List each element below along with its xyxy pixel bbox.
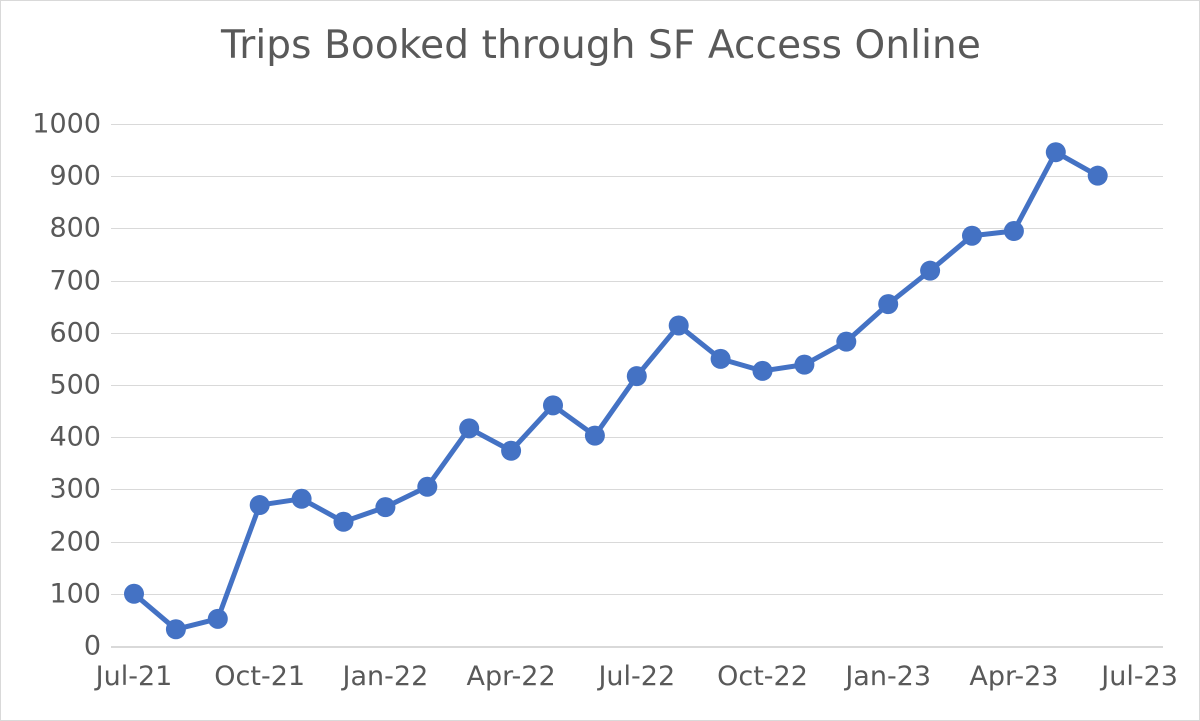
y-axis-tick-label: 200 bbox=[49, 526, 101, 558]
gridline bbox=[111, 124, 1163, 125]
y-axis-tick-label: 0 bbox=[83, 630, 101, 662]
x-axis-tick-label: Oct-21 bbox=[214, 661, 306, 692]
x-axis-line bbox=[111, 646, 1163, 648]
x-axis-tick-label: Oct-22 bbox=[717, 661, 808, 692]
y-axis-tick-label: 300 bbox=[49, 473, 101, 505]
y-axis-tick-label: 1000 bbox=[32, 108, 101, 140]
x-axis-tick-label: Apr-22 bbox=[466, 661, 556, 692]
y-axis: 0 100 200 300 400 500 600 700 800 900 1000 bbox=[1, 1, 101, 720]
x-axis-tick-label: Jul-22 bbox=[598, 661, 676, 692]
x-axis-tick-label: Jan-22 bbox=[342, 661, 429, 692]
y-axis-tick-label: 700 bbox=[49, 265, 101, 297]
y-axis-tick-label: 600 bbox=[49, 317, 101, 349]
x-axis-tick-label: Jul-21 bbox=[95, 661, 173, 692]
y-axis-tick-label: 500 bbox=[49, 369, 101, 401]
x-axis-tick-label: Jul-23 bbox=[1101, 661, 1178, 692]
chart-title: Trips Booked through SF Access Online bbox=[221, 23, 981, 68]
y-axis-tick-label: 900 bbox=[49, 160, 101, 192]
x-axis-tick-label: Apr-23 bbox=[969, 661, 1059, 692]
y-axis-tick-label: 100 bbox=[49, 578, 101, 610]
x-axis-tick-label: Jan-23 bbox=[845, 661, 932, 692]
y-axis-tick-label: 800 bbox=[49, 212, 101, 244]
y-axis-tick-label: 400 bbox=[49, 421, 101, 453]
